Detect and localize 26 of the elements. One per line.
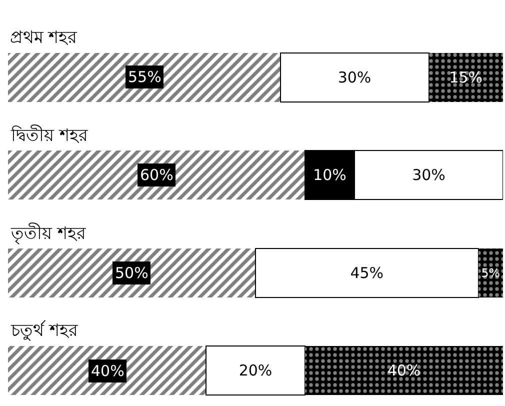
data-label: 30% [338,68,372,86]
data-label: 10% [313,166,346,184]
data-label: 15% [449,68,483,86]
bar [478,248,503,298]
bar [206,346,306,396]
bar [8,52,280,102]
bar [8,346,206,396]
data-label: 40% [91,362,124,380]
data-label: 50% [115,264,148,282]
bar [255,248,479,298]
data-label: 5% [481,266,500,280]
y-tick-label: তৃতীয় শহর [10,223,86,244]
bar [428,52,503,102]
bar [280,52,430,102]
y-tick-label: চতুর্থ শহর [10,320,78,341]
y-tick-label: প্রথম শহর [10,28,78,48]
data-label: 60% [140,166,174,184]
data-label: 20% [238,362,272,380]
bar [8,248,256,298]
data-label: 40% [387,362,421,380]
bar [305,346,503,396]
data-label: 30% [412,166,446,184]
data-label: 45% [350,264,384,282]
bar [8,150,305,200]
y-tick-label: দ্বিতীয় শহর [10,125,88,146]
data-label: 55% [128,68,162,86]
